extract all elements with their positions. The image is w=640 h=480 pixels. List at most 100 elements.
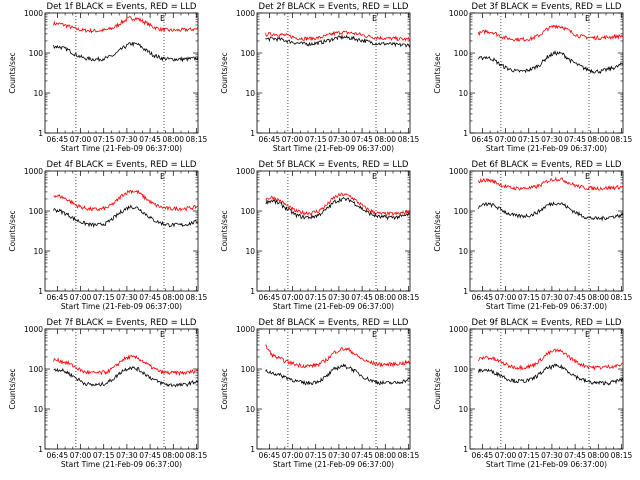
flag-marker: E	[585, 14, 590, 23]
x-tick-label: 07:15	[305, 451, 327, 460]
x-tick-label: 08:15	[398, 293, 420, 302]
x-tick-label: 08:00	[587, 293, 609, 302]
plot-frame	[469, 328, 624, 450]
plot-frame	[256, 170, 411, 292]
plot-frame	[256, 328, 411, 450]
panel-title: Det 2f BLACK = Events, RED = LLD	[259, 2, 409, 12]
lld-series-line	[53, 189, 199, 212]
y-tick-label: 100	[241, 365, 256, 374]
events-series-line	[53, 366, 199, 388]
x-axis-label: Start Time (21-Feb-09 06:37:00)	[273, 144, 394, 153]
y-axis-label: Counts/sec	[220, 52, 229, 93]
y-tick-label: 1000	[449, 325, 468, 334]
x-tick-label: 07:00	[282, 135, 304, 144]
panel-8f: Det 8f BLACK = Events, RED = LLD E 1 10 100 1…	[220, 318, 419, 469]
y-tick-label: 100	[29, 365, 44, 374]
x-tick-label: 07:45	[351, 293, 373, 302]
y-tick-label: 10	[33, 89, 43, 98]
x-tick-label: 08:00	[374, 135, 396, 144]
y-axis-label: Counts/sec	[8, 210, 17, 251]
y-tick-label: 1	[38, 129, 43, 138]
x-tick-label: 07:00	[495, 135, 517, 144]
x-tick-label: 07:30	[116, 451, 138, 460]
y-tick-label: 1	[463, 129, 468, 138]
x-tick-label: 07:00	[70, 451, 92, 460]
y-tick-label: 10	[33, 405, 43, 414]
panel-9f: Det 9f BLACK = Events, RED = LLD E 1 10 100 1…	[433, 318, 632, 469]
panel-title: Det 4f BLACK = Events, RED = LLD	[47, 160, 197, 170]
x-tick-label: 06:45	[47, 451, 69, 460]
x-tick-label: 07:30	[541, 293, 563, 302]
x-tick-label: 07:15	[305, 135, 327, 144]
y-tick-label: 10	[458, 89, 468, 98]
panel-title: Det 6f BLACK = Events, RED = LLD	[472, 160, 622, 170]
panel-title: Det 3f BLACK = Events, RED = LLD	[472, 2, 622, 12]
x-tick-label: 06:45	[47, 293, 69, 302]
y-tick-label: 1000	[236, 9, 255, 18]
x-tick-label: 08:00	[162, 451, 184, 460]
panel-title: Det 8f BLACK = Events, RED = LLD	[259, 318, 409, 328]
x-tick-label: 07:30	[116, 135, 138, 144]
x-tick-label: 07:45	[139, 293, 161, 302]
plot-frame	[44, 170, 199, 292]
y-axis-label: Counts/sec	[220, 210, 229, 251]
lld-series-line	[478, 24, 624, 42]
lld-series-line	[478, 348, 624, 371]
x-tick-label: 07:00	[495, 293, 517, 302]
x-tick-label: 08:00	[587, 135, 609, 144]
x-tick-label: 07:00	[282, 293, 304, 302]
panel-5f: Det 5f BLACK = Events, RED = LLD E 1 10 100 1…	[220, 160, 419, 311]
x-tick-label: 07:30	[541, 451, 563, 460]
x-tick-label: 07:30	[116, 293, 138, 302]
plot-frame	[44, 12, 199, 134]
x-tick-label: 07:45	[139, 135, 161, 144]
x-tick-label: 07:00	[282, 451, 304, 460]
x-tick-label: 06:45	[47, 135, 69, 144]
x-tick-label: 08:15	[611, 293, 633, 302]
y-tick-label: 1000	[236, 325, 255, 334]
x-tick-label: 06:45	[259, 135, 281, 144]
y-axis-label: Counts/sec	[8, 368, 17, 409]
x-tick-label: 08:15	[186, 451, 208, 460]
y-axis-label: Counts/sec	[8, 52, 17, 93]
x-tick-label: 07:45	[564, 293, 586, 302]
flag-marker: E	[160, 330, 165, 339]
y-axis-label: Counts/sec	[433, 210, 442, 251]
y-tick-label: 100	[29, 49, 44, 58]
events-series-line	[478, 201, 624, 222]
x-tick-label: 08:15	[186, 293, 208, 302]
events-series-line	[478, 363, 624, 386]
x-tick-label: 07:00	[495, 451, 517, 460]
panel-3f: Det 3f BLACK = Events, RED = LLD E 1 10 100 1…	[433, 2, 632, 153]
x-tick-label: 08:00	[374, 451, 396, 460]
panel-2f: Det 2f BLACK = Events, RED = LLD E 1 10 100 1…	[220, 2, 419, 153]
flag-marker: E	[585, 330, 590, 339]
plot-frame	[469, 12, 624, 134]
x-tick-label: 06:45	[472, 135, 494, 144]
x-axis-label: Start Time (21-Feb-09 06:37:00)	[61, 460, 182, 469]
x-tick-label: 07:15	[518, 293, 540, 302]
events-series-line	[265, 363, 411, 386]
lld-series-line	[53, 354, 199, 377]
x-tick-label: 08:15	[186, 135, 208, 144]
lld-series-line	[265, 192, 411, 217]
plot-frame	[469, 170, 624, 292]
y-tick-label: 1	[463, 287, 468, 296]
y-tick-label: 1000	[24, 325, 43, 334]
events-series-line	[53, 41, 199, 63]
x-tick-label: 07:15	[93, 135, 115, 144]
flag-marker: E	[372, 14, 377, 23]
x-tick-label: 07:45	[351, 135, 373, 144]
x-tick-label: 07:45	[564, 135, 586, 144]
panel-6f: Det 6f BLACK = Events, RED = LLD E 1 10 100 1…	[433, 160, 632, 311]
x-tick-label: 07:00	[70, 135, 92, 144]
x-tick-label: 08:15	[611, 451, 633, 460]
y-tick-label: 10	[245, 247, 255, 256]
y-tick-label: 10	[245, 89, 255, 98]
plot-frame	[256, 12, 411, 134]
y-tick-label: 10	[245, 405, 255, 414]
flag-marker: E	[160, 172, 165, 181]
x-axis-label: Start Time (21-Feb-09 06:37:00)	[486, 144, 607, 153]
lld-series-line	[478, 176, 624, 191]
x-tick-label: 07:00	[70, 293, 92, 302]
